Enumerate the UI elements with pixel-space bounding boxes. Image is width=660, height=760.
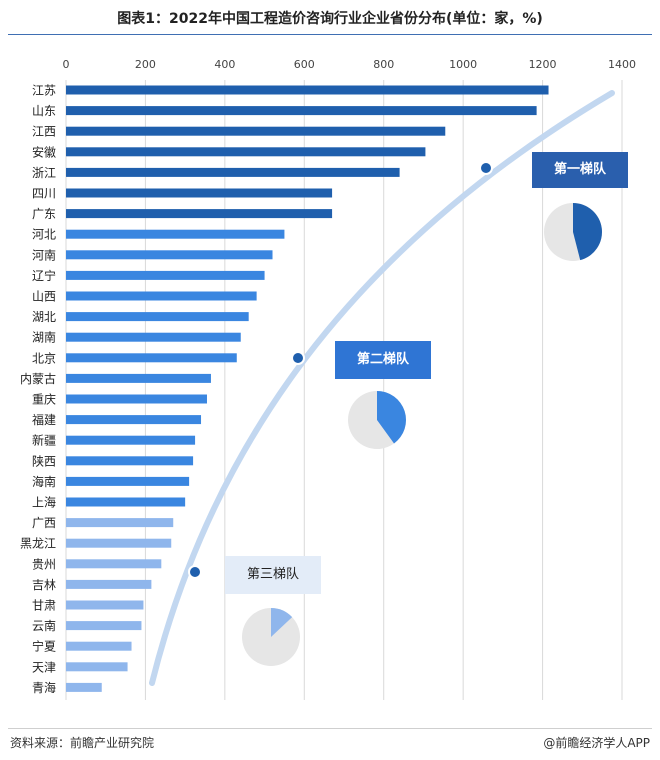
bar bbox=[66, 497, 186, 507]
x-tick-label: 400 bbox=[214, 58, 235, 71]
category-label: 吉林 bbox=[32, 578, 56, 592]
tier-marker bbox=[479, 161, 493, 175]
category-label: 福建 bbox=[32, 412, 56, 427]
pie-slice bbox=[271, 608, 293, 637]
bar bbox=[66, 662, 128, 672]
category-label: 新疆 bbox=[32, 433, 56, 448]
pie-slice bbox=[573, 203, 602, 261]
bar bbox=[66, 641, 132, 651]
category-label: 上海 bbox=[32, 495, 56, 510]
category-label: 四川 bbox=[32, 187, 56, 201]
bar bbox=[66, 579, 152, 589]
bar bbox=[66, 167, 400, 177]
bar bbox=[66, 394, 207, 404]
bar bbox=[66, 250, 273, 260]
category-label: 内蒙古 bbox=[20, 371, 56, 386]
bar bbox=[66, 538, 172, 548]
bar bbox=[66, 456, 194, 466]
bar bbox=[66, 682, 102, 692]
category-label: 北京 bbox=[32, 351, 56, 365]
tier-curve bbox=[149, 90, 615, 686]
category-label: 贵州 bbox=[32, 557, 56, 571]
bars bbox=[66, 85, 549, 692]
bar bbox=[66, 415, 202, 425]
bar bbox=[66, 209, 333, 219]
x-tick-label: 600 bbox=[294, 58, 315, 71]
tier2-label: 第二梯队 bbox=[335, 341, 431, 379]
bar bbox=[66, 600, 144, 610]
bar bbox=[66, 291, 257, 301]
category-label: 青海 bbox=[32, 680, 56, 695]
category-label: 山东 bbox=[32, 104, 56, 118]
category-label: 河南 bbox=[32, 247, 56, 262]
bar bbox=[66, 126, 446, 136]
bar bbox=[66, 476, 190, 486]
pie-slice bbox=[377, 391, 407, 444]
chart-title: 图表1：2022年中国工程造价咨询行业企业省份分布(单位：家，%) bbox=[117, 11, 543, 27]
bar bbox=[66, 188, 333, 198]
category-label: 河北 bbox=[32, 228, 56, 242]
bar bbox=[66, 270, 265, 280]
x-tick-label: 0 bbox=[63, 58, 70, 71]
category-label: 江西 bbox=[32, 125, 56, 139]
category-label: 辽宁 bbox=[32, 268, 56, 283]
bar bbox=[66, 332, 241, 342]
category-label: 安徽 bbox=[32, 144, 56, 159]
brand-text: @前瞻经济学人APP bbox=[543, 736, 650, 750]
bar bbox=[66, 621, 142, 631]
bar bbox=[66, 353, 237, 363]
title-divider bbox=[8, 34, 652, 35]
tier-marker bbox=[291, 351, 305, 365]
tier3-label: 第三梯队 bbox=[225, 556, 321, 594]
category-label: 云南 bbox=[32, 618, 56, 633]
tier-marker bbox=[188, 565, 202, 579]
category-label: 湖北 bbox=[32, 309, 56, 324]
source-text: 资料来源：前瞻产业研究院 bbox=[10, 736, 155, 750]
x-tick-label: 200 bbox=[135, 58, 156, 71]
category-labels: 江苏山东江西安徽浙江四川广东河北河南辽宁山西湖北湖南北京内蒙古重庆福建新疆陕西海… bbox=[20, 84, 56, 695]
category-label: 广东 bbox=[32, 207, 56, 221]
bar bbox=[66, 85, 549, 95]
category-label: 黑龙江 bbox=[20, 537, 56, 551]
bar bbox=[66, 147, 426, 157]
category-label: 江苏 bbox=[32, 84, 56, 98]
x-tick-label: 1400 bbox=[608, 58, 636, 71]
bar bbox=[66, 373, 211, 383]
x-tick-label: 1200 bbox=[529, 58, 557, 71]
category-label: 重庆 bbox=[32, 393, 56, 407]
x-tick-label: 1000 bbox=[449, 58, 477, 71]
tier-curve-line bbox=[149, 90, 615, 686]
category-label: 宁夏 bbox=[32, 639, 56, 654]
bar bbox=[66, 106, 537, 116]
category-label: 甘肃 bbox=[32, 599, 56, 613]
bar bbox=[66, 229, 285, 239]
tier1-label: 第一梯队 bbox=[532, 152, 628, 188]
category-label: 天津 bbox=[32, 660, 56, 674]
bar-chart: 0 200 400 600 800 1000 1200 1400 江苏山东江西安徽浙江四川广东… bbox=[20, 58, 637, 700]
x-axis-ticks: 0 200 400 600 800 1000 1200 1400 bbox=[63, 58, 637, 71]
footer-divider bbox=[8, 728, 652, 729]
bar bbox=[66, 435, 196, 445]
x-tick-label: 800 bbox=[373, 58, 394, 71]
category-label: 陕西 bbox=[32, 453, 56, 468]
bar bbox=[66, 518, 174, 528]
category-label: 海南 bbox=[32, 474, 56, 489]
bar bbox=[66, 312, 249, 322]
category-label: 广西 bbox=[32, 516, 56, 530]
category-label: 浙江 bbox=[32, 166, 56, 180]
category-label: 湖南 bbox=[32, 330, 56, 345]
category-label: 山西 bbox=[32, 290, 56, 304]
bar bbox=[66, 559, 162, 569]
